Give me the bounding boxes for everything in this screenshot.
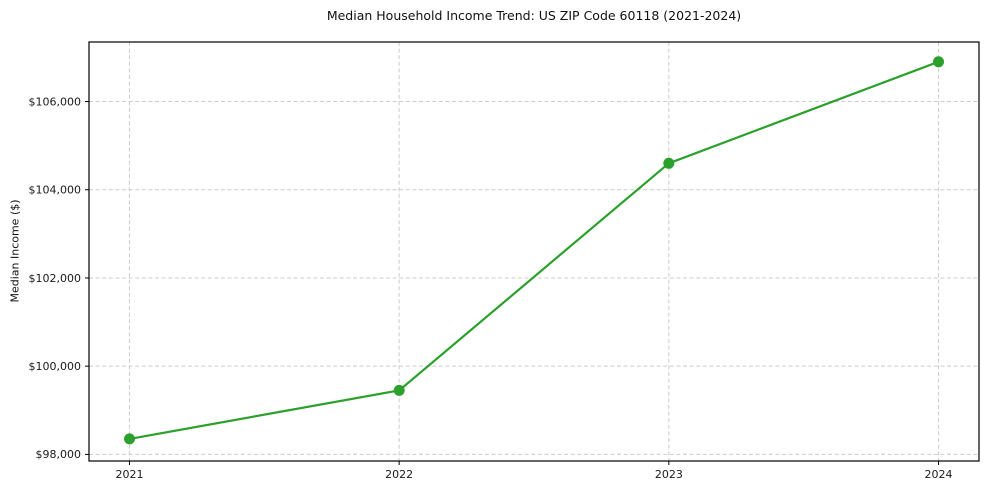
x-tick-label: 2024 — [925, 468, 953, 481]
plot-border — [88, 41, 980, 462]
chart-title: Median Household Income Trend: US ZIP Co… — [326, 8, 742, 23]
x-tick-label: 2023 — [655, 468, 683, 481]
data-series-layer — [124, 56, 944, 445]
x-tick-label: 2022 — [385, 468, 413, 481]
data-point-marker — [393, 384, 405, 396]
y-tick-label: $102,000 — [29, 272, 82, 285]
tick-labels-layer: $98,000 $100,000 $102,000 $104,000 $106,000 2… — [29, 95, 953, 481]
axes-layer — [85, 41, 980, 465]
x-tick-label: 2021 — [115, 468, 143, 481]
y-tick-label: $100,000 — [29, 360, 82, 373]
y-tick-label: $104,000 — [29, 184, 82, 197]
gridlines-layer — [89, 42, 979, 461]
y-tick-label: $98,000 — [36, 448, 82, 461]
y-tick-label: $106,000 — [29, 95, 82, 108]
data-point-marker — [663, 157, 675, 169]
data-point-marker — [124, 433, 135, 445]
data-point-marker — [933, 56, 944, 68]
trend-line — [129, 60, 939, 440]
